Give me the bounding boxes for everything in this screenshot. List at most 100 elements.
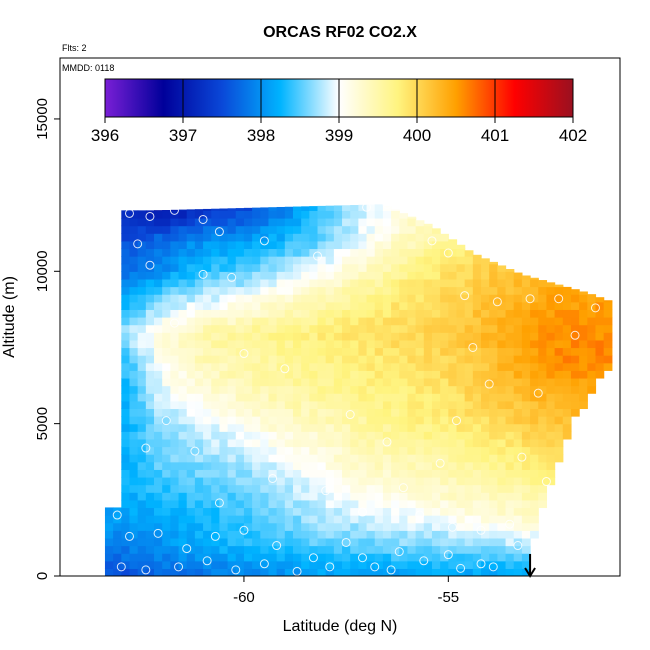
heatmap-cell (292, 408, 302, 417)
heatmap-cell (194, 393, 204, 402)
heatmap-cell (521, 278, 531, 288)
heatmap-cell (333, 522, 343, 531)
heatmap-cell (431, 545, 441, 554)
heatmap-cell (350, 469, 359, 478)
heatmap-cell (292, 454, 302, 463)
heatmap-cell (579, 347, 588, 356)
heatmap-cell (219, 385, 229, 394)
sample-point (492, 297, 502, 307)
heatmap-cell (399, 515, 409, 524)
heatmap-cell (227, 499, 237, 509)
heatmap-cell (513, 476, 523, 486)
heatmap-cell (481, 515, 490, 524)
heatmap-cell (243, 484, 253, 493)
heatmap-cell (342, 233, 351, 242)
heatmap-cell (570, 408, 580, 417)
heatmap-cell (203, 431, 212, 440)
heatmap-cell (448, 278, 458, 288)
heatmap-cell (358, 324, 368, 333)
heatmap-cell (399, 393, 409, 402)
heatmap-cell (317, 370, 327, 379)
heatmap-cell (137, 507, 147, 516)
heatmap-cell (170, 484, 180, 493)
heatmap-cell (366, 271, 376, 280)
heatmap-cell (203, 339, 212, 349)
heatmap-cell (219, 271, 229, 280)
heatmap-cell (358, 423, 368, 432)
heatmap-cell (203, 286, 212, 295)
heatmap-cell (178, 263, 188, 272)
heatmap-cell (276, 545, 286, 554)
heatmap-cell (276, 256, 286, 265)
heatmap-cell (431, 347, 441, 356)
heatmap-cell (243, 385, 253, 394)
heatmap-cell (325, 438, 335, 448)
heatmap-cell (497, 309, 507, 318)
heatmap-cell (489, 317, 498, 326)
heatmap-cell (391, 393, 400, 402)
heatmap-cell (374, 278, 384, 288)
heatmap-cell (513, 530, 523, 539)
heatmap-cell (554, 408, 564, 417)
heatmap-cell (227, 271, 237, 280)
heatmap-cell (489, 476, 498, 486)
heatmap-cell (481, 438, 490, 448)
heatmap-cell (121, 446, 131, 455)
heatmap-cell (464, 484, 474, 493)
heatmap-cell (464, 507, 474, 516)
heatmap-cell (284, 347, 294, 356)
heatmap-cell (603, 309, 613, 318)
heatmap-cell (211, 560, 221, 569)
heatmap-cell (178, 385, 188, 394)
heatmap-cell (325, 416, 335, 425)
heatmap-cell (579, 377, 588, 387)
heatmap-cell (464, 568, 474, 576)
heatmap-cell (521, 476, 531, 486)
heatmap-cell (407, 240, 417, 250)
heatmap-cell (186, 256, 196, 265)
heatmap-cell (350, 423, 359, 432)
heatmap-cell (243, 362, 253, 371)
heatmap-cell (374, 210, 384, 219)
heatmap-cell (333, 256, 343, 265)
heatmap-cell (342, 205, 351, 211)
heatmap-cell (284, 362, 294, 371)
heatmap-cell (104, 515, 114, 524)
heatmap-cell (513, 416, 523, 425)
heatmap-cell (423, 347, 433, 356)
heatmap-cell (154, 530, 163, 539)
heatmap-cell (415, 492, 425, 501)
sample-point (370, 562, 380, 572)
heatmap-cell (243, 553, 253, 562)
heatmap-cell (431, 530, 441, 539)
heatmap-cell (497, 522, 507, 531)
heatmap-cell (317, 492, 327, 501)
heatmap-cell (292, 248, 302, 257)
heatmap-cell (481, 545, 490, 554)
heatmap-cell (203, 208, 212, 211)
heatmap-cell (342, 400, 351, 410)
heatmap-cell (129, 309, 139, 318)
heatmap-cell (554, 324, 564, 333)
heatmap-cell (194, 209, 204, 211)
heatmap-cell (513, 370, 523, 379)
heatmap-cell (481, 332, 490, 341)
heatmap-cell (464, 416, 474, 425)
heatmap-cell (530, 362, 539, 371)
heatmap-cell (284, 416, 294, 425)
heatmap-cell (219, 225, 229, 234)
heatmap-cell (284, 317, 294, 326)
heatmap-cell (521, 446, 531, 455)
heatmap-cell (366, 416, 376, 425)
heatmap-cell (292, 233, 302, 242)
heatmap-cell (235, 393, 245, 402)
heatmap-cell (374, 423, 384, 432)
heatmap-cell (538, 280, 548, 288)
heatmap-cell (382, 317, 392, 326)
heatmap-cell (374, 522, 384, 531)
heatmap-cell (342, 225, 351, 234)
heatmap-cell (284, 515, 294, 524)
heatmap-cell (423, 476, 433, 486)
heatmap-cell (391, 499, 400, 509)
